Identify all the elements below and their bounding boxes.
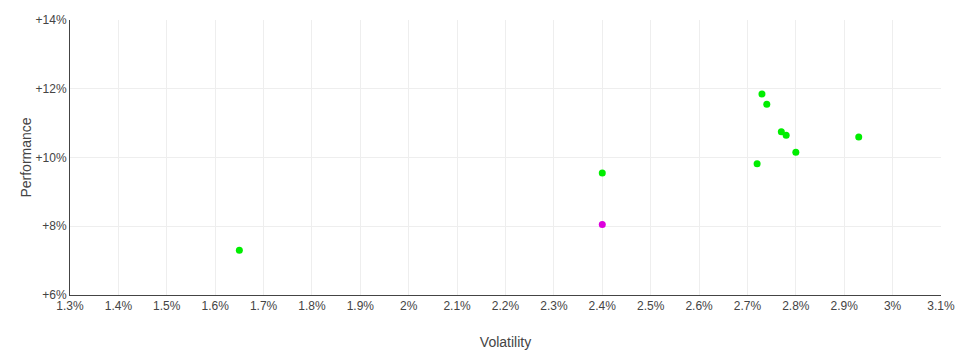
svg-text:2.8%: 2.8%: [782, 299, 810, 313]
svg-text:3%: 3%: [884, 299, 902, 313]
svg-text:2.3%: 2.3%: [540, 299, 568, 313]
svg-text:2.7%: 2.7%: [734, 299, 762, 313]
svg-text:+14%: +14%: [36, 13, 67, 27]
svg-text:2.9%: 2.9%: [831, 299, 859, 313]
svg-text:2.2%: 2.2%: [492, 299, 520, 313]
svg-text:3.1%: 3.1%: [927, 299, 955, 313]
svg-text:1.7%: 1.7%: [250, 299, 278, 313]
svg-text:2.1%: 2.1%: [443, 299, 471, 313]
svg-text:1.3%: 1.3%: [56, 299, 84, 313]
svg-text:Performance: Performance: [18, 117, 34, 197]
svg-text:Volatility: Volatility: [480, 334, 531, 350]
svg-text:1.9%: 1.9%: [347, 299, 375, 313]
svg-text:1.4%: 1.4%: [105, 299, 133, 313]
svg-text:2.6%: 2.6%: [685, 299, 713, 313]
svg-text:+6%: +6%: [42, 288, 67, 302]
svg-text:1.5%: 1.5%: [153, 299, 181, 313]
svg-text:1.6%: 1.6%: [201, 299, 229, 313]
svg-text:2.4%: 2.4%: [589, 299, 617, 313]
svg-text:+12%: +12%: [36, 82, 67, 96]
svg-text:+8%: +8%: [42, 219, 67, 233]
svg-text:2%: 2%: [400, 299, 418, 313]
svg-text:2.5%: 2.5%: [637, 299, 665, 313]
svg-text:1.8%: 1.8%: [298, 299, 326, 313]
svg-text:+10%: +10%: [36, 151, 67, 165]
